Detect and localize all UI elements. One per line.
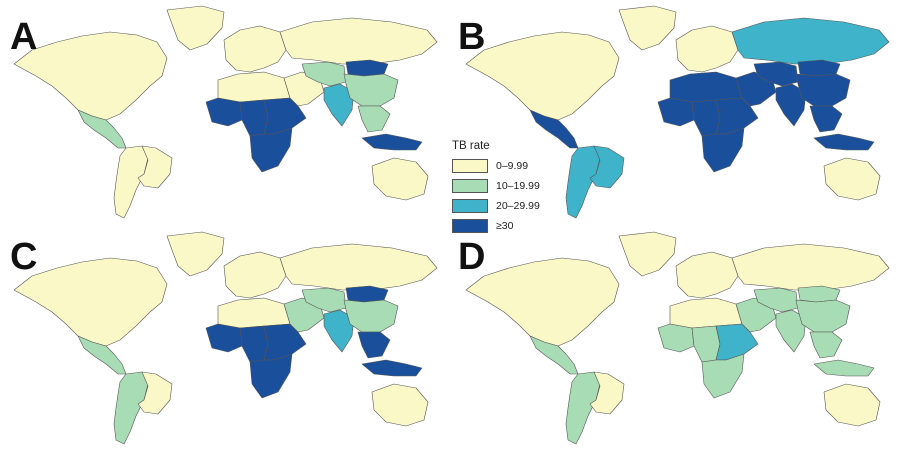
region-australia	[371, 157, 429, 201]
region-indonesia	[361, 359, 423, 377]
region-china	[795, 73, 851, 107]
region-greenland	[618, 231, 677, 277]
region-russia	[279, 17, 438, 65]
panel-label-b: B	[458, 16, 486, 58]
region-central-asia	[301, 61, 347, 87]
region-europe	[675, 25, 739, 73]
world-map-c	[13, 231, 438, 445]
world-map-d	[465, 231, 890, 445]
legend-label: 10–19.99	[496, 179, 540, 192]
region-brazil	[589, 371, 625, 415]
region-north-africa	[669, 297, 743, 329]
region-north-america	[13, 257, 168, 347]
region-brazil	[137, 145, 173, 189]
region-greenland	[166, 231, 225, 277]
region-russia	[279, 243, 438, 291]
region-west-africa	[657, 323, 695, 353]
legend-label: 20–29.99	[496, 199, 540, 212]
legend-swatch	[452, 178, 488, 193]
region-south-asia	[775, 83, 807, 127]
region-australia	[371, 383, 429, 427]
region-russia	[731, 17, 890, 65]
region-russia	[731, 243, 890, 291]
region-north-africa	[217, 297, 291, 329]
region-southeast-asia	[809, 331, 843, 359]
legend-item: ≥30	[452, 217, 562, 234]
region-north-africa	[217, 71, 291, 103]
region-southern-africa	[701, 353, 745, 399]
region-central-africa	[239, 325, 269, 363]
region-mongolia	[345, 59, 389, 77]
panel-label-d: D	[458, 236, 486, 278]
region-china	[343, 299, 399, 333]
region-north-america	[465, 31, 620, 121]
region-central-asia	[301, 287, 347, 313]
region-europe	[223, 251, 287, 299]
region-north-america	[13, 31, 168, 121]
region-southeast-asia	[357, 331, 391, 359]
map-regions	[465, 231, 890, 445]
region-australia	[823, 157, 881, 201]
map-regions	[13, 231, 438, 445]
region-south-asia	[323, 83, 355, 127]
region-europe	[675, 251, 739, 299]
region-north-africa	[669, 71, 743, 103]
legend-item: 20–29.99	[452, 197, 562, 214]
panel-label-c: C	[10, 236, 38, 278]
region-central-asia	[753, 61, 799, 87]
region-australia	[823, 383, 881, 427]
region-china	[343, 73, 399, 107]
region-china	[795, 299, 851, 333]
region-mongolia	[797, 285, 841, 303]
region-greenland	[166, 5, 225, 51]
panel-label-a: A	[10, 16, 38, 58]
region-europe	[223, 25, 287, 73]
legend-label: ≥30	[496, 219, 514, 232]
region-central-asia	[753, 287, 799, 313]
legend-swatch	[452, 218, 488, 233]
region-north-america	[465, 257, 620, 347]
region-west-africa	[657, 97, 695, 127]
region-southern-africa	[249, 353, 293, 399]
region-central-africa	[691, 325, 721, 363]
region-southeast-asia	[809, 105, 843, 133]
map-panel-c: C	[2, 228, 442, 450]
legend-title: TB rate	[452, 140, 490, 152]
map-panel-b: B	[454, 2, 894, 224]
map-regions	[13, 5, 438, 219]
region-indonesia	[813, 359, 875, 377]
region-brazil	[137, 371, 173, 415]
map-panel-d: D	[454, 228, 894, 450]
legend-item: 0–9.99	[452, 157, 562, 174]
world-map-a	[13, 5, 438, 219]
region-southern-africa	[249, 127, 293, 173]
region-greenland	[618, 5, 677, 51]
map-legend: TB rate 0–9.99 10–19.99 20–29.99 ≥30	[452, 140, 562, 237]
region-southern-africa	[701, 127, 745, 173]
map-panel-a: A	[2, 2, 442, 224]
legend-item: 10–19.99	[452, 177, 562, 194]
world-map-b	[465, 5, 890, 219]
region-south-asia	[323, 309, 355, 353]
region-south-asia	[775, 309, 807, 353]
region-brazil	[589, 145, 625, 189]
region-indonesia	[813, 133, 875, 151]
legend-label: 0–9.99	[496, 159, 529, 172]
map-regions	[465, 5, 890, 219]
region-west-africa	[205, 97, 243, 127]
region-southeast-asia	[357, 105, 391, 133]
legend-swatch	[452, 198, 488, 213]
region-central-africa	[691, 99, 721, 137]
region-west-africa	[205, 323, 243, 353]
region-mongolia	[797, 59, 841, 77]
region-mongolia	[345, 285, 389, 303]
legend-swatch	[452, 158, 488, 173]
region-central-africa	[239, 99, 269, 137]
region-indonesia	[361, 133, 423, 151]
